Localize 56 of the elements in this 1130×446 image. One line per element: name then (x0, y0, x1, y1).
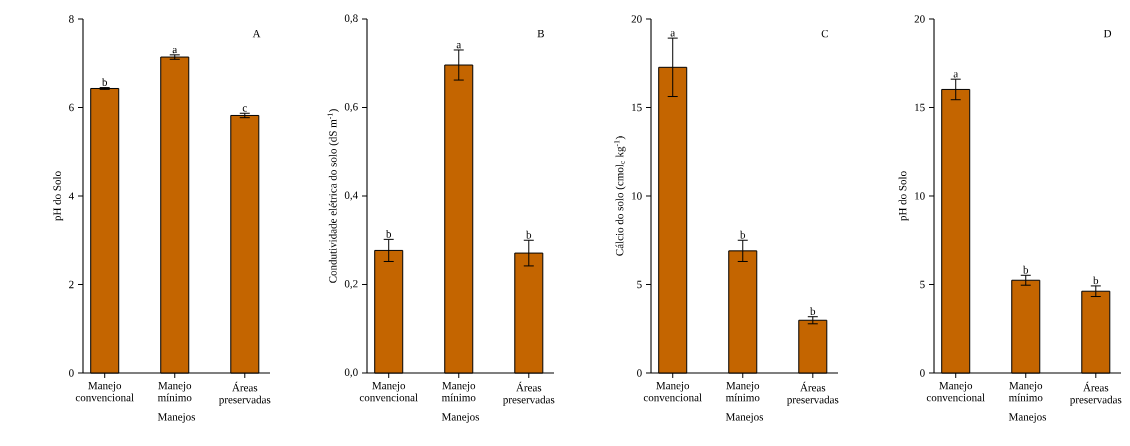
annotation: b (810, 307, 816, 316)
y-tick-label: 0,0 (344, 368, 358, 378)
y-tick-label: 0 (637, 369, 642, 377)
x-tick-label: Áreas preservadas (1070, 381, 1122, 406)
x-tick-label: Manejo mínimo (725, 381, 760, 402)
x-tick-label: Manejo convencional (926, 381, 985, 402)
x-tick-label: Manejo mínimo (1008, 381, 1043, 402)
annotation: a (172, 47, 178, 54)
text: B (537, 29, 544, 38)
y-tick-label: 0 (69, 369, 74, 377)
text: D (1103, 29, 1112, 38)
annotation: b (1093, 276, 1099, 285)
y-tick-label: 0,4 (344, 191, 358, 201)
x-tick-label: Manejo mínimo (441, 381, 476, 402)
annotation: c (242, 106, 247, 112)
y-tick-label: 0,2 (344, 280, 358, 289)
y-axis-title: Cálcio do solo (cmol$_{c}$ kg$^{-1}$) (614, 136, 626, 256)
x-axis-title: Manejos (725, 413, 764, 423)
annotation: a (953, 72, 959, 78)
x-tick-label: Áreas preservadas (503, 381, 555, 406)
x-tick-label: Manejo mínimo (157, 381, 192, 402)
x-tick-label: Manejo convencional (359, 381, 418, 402)
annotation: b (1023, 265, 1029, 274)
x-tick-label: Manejo convencional (75, 381, 134, 402)
y-tick-label: 10 (915, 192, 925, 200)
y-tick-label: 20 (914, 15, 925, 23)
annotation: b (385, 229, 392, 238)
x-tick-label: Áreas preservadas (219, 381, 271, 406)
y-tick-label: 4 (68, 192, 74, 200)
annotation: a (456, 43, 462, 49)
y-axis-title: Condutividade elétrica do solo (dS m$^{-1}$) (327, 109, 339, 283)
x-axis-title: Manejos (441, 413, 480, 423)
y-tick-label: 5 (637, 280, 642, 289)
y-tick-label: 8 (69, 15, 74, 23)
x-axis-title: Manejos (1008, 413, 1047, 423)
y-tick-label: 15 (632, 103, 642, 112)
y-tick-label: 2 (69, 280, 74, 289)
annotation: b (526, 230, 532, 239)
text: C (821, 29, 828, 38)
y-tick-label: 0,8 (344, 14, 358, 24)
annotation: b (101, 78, 108, 86)
y-axis-title: pH do Solo (898, 171, 909, 221)
annotation: a (670, 31, 676, 37)
y-tick-label: 0 (920, 369, 925, 377)
y-tick-label: 15 (915, 103, 925, 112)
x-tick-label: Áreas preservadas (787, 381, 839, 406)
text: A (252, 29, 261, 38)
x-tick-label: Manejo convencional (643, 381, 702, 402)
annotation: b (740, 230, 746, 239)
y-tick-label: 20 (631, 15, 642, 23)
y-tick-label: 5 (920, 280, 925, 289)
x-axis-title: Manejos (157, 413, 196, 423)
y-tick-label: 6 (69, 103, 74, 112)
y-axis-title: pH do Solo (53, 171, 64, 221)
y-tick-label: 10 (632, 192, 642, 200)
y-tick-label: 0,6 (344, 103, 358, 112)
